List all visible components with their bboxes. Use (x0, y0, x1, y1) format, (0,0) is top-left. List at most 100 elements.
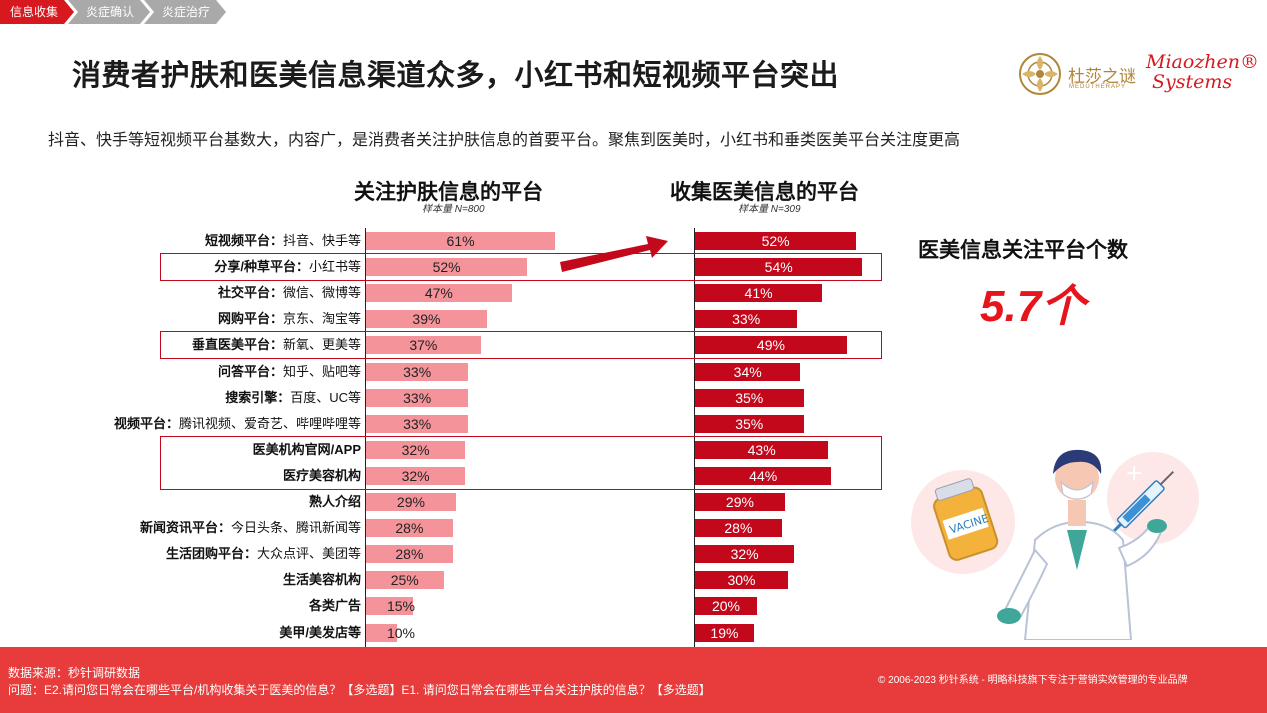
svg-text:+: + (935, 571, 953, 596)
right-bar-value: 35% (735, 415, 764, 432)
left-bar-value: 28% (395, 546, 424, 563)
left-bar-value: 15% (386, 598, 416, 615)
highlight-box (160, 331, 882, 360)
breadcrumb-item-info-collect[interactable]: 信息收集 (0, 0, 74, 24)
category-label-detail: 京东、淘宝等 (282, 311, 361, 327)
left-bar-value: 10% (386, 624, 416, 641)
left-chart-title: 关注护肤信息的平台 (354, 181, 543, 204)
medusa-logo-icon (1019, 53, 1061, 95)
left-bar (366, 466, 466, 485)
category-label: 美甲/美发店等 (279, 623, 361, 643)
right-bar (695, 232, 857, 250)
category-label-main: 社交平台： (217, 285, 283, 301)
left-bar (366, 362, 469, 381)
left-bar (366, 284, 512, 303)
syringe-icon (1112, 471, 1174, 533)
right-bar (695, 258, 863, 277)
highlight-box (160, 253, 882, 282)
right-bar-value: 43% (747, 441, 776, 458)
category-label-detail: 小红书等 (308, 259, 361, 275)
category-label: 各类广告 (309, 596, 361, 616)
category-label-main: 垂直医美平台： (191, 337, 283, 353)
right-bar (695, 597, 757, 616)
right-bar-value: 29% (725, 494, 754, 510)
left-bar-value: 32% (401, 467, 430, 484)
left-bar-value: 33% (403, 363, 432, 380)
left-bar-value: 33% (403, 389, 432, 406)
left-bar-value: 32% (401, 441, 430, 458)
left-chart-sample: 样本量 N=800 (422, 204, 485, 215)
right-bar (695, 440, 829, 459)
category-label-main: 新闻资讯平台： (139, 520, 231, 536)
category-label: 垂直医美平台：新氧、更美等 (192, 335, 361, 355)
right-bar (695, 362, 801, 381)
footer-source: 数据来源：秒针调研数据 (8, 666, 141, 680)
dushazhimi-logo-text: 杜莎之谜 (1068, 67, 1136, 86)
category-label-main: 视频平台： (113, 415, 179, 431)
breadcrumb-item-inflammation-confirm[interactable]: 炎症确认 (68, 0, 150, 24)
left-bar (366, 310, 487, 329)
breadcrumb: 信息收集 炎症确认 炎症治疗 (0, 0, 220, 24)
category-label: 社交平台：微信、微博等 (218, 283, 361, 303)
right-bar (695, 310, 798, 329)
left-bar (366, 623, 397, 642)
left-bar-value: 52% (432, 259, 461, 276)
left-bar (366, 388, 469, 407)
breadcrumb-item-inflammation-treat[interactable]: 炎症治疗 (144, 0, 226, 24)
svg-text:+: + (1125, 461, 1143, 486)
footer-band (0, 647, 1267, 713)
miaozhen-logo: Miaozhen® Systems (1146, 52, 1259, 92)
category-label-detail: 腾讯视频、爱奇艺、哔哩哔哩等 (178, 415, 361, 431)
left-bar-value: 61% (446, 233, 475, 249)
left-bar (366, 571, 444, 590)
right-bar (695, 336, 847, 355)
left-bar (366, 336, 481, 355)
right-bar-value: 35% (735, 389, 764, 406)
category-label: 视频平台：腾讯视频、爱奇艺、哔哩哔哩等 (114, 414, 361, 434)
right-bar (695, 519, 782, 538)
right-bar (695, 466, 832, 485)
left-bar-value: 25% (390, 572, 419, 589)
right-bar (695, 571, 788, 590)
highlight-box (160, 435, 882, 490)
category-label-main: 生活美容机构 (282, 572, 361, 588)
category-label-main: 熟人介绍 (308, 494, 361, 509)
category-label: 新闻资讯平台：今日头条、腾讯新闻等 (140, 518, 361, 538)
left-bar-value: 29% (396, 494, 425, 510)
category-label: 医疗美容机构 (283, 466, 361, 486)
doctor-illustration: + + VACINE (911, 449, 1199, 640)
right-bar-value: 28% (724, 520, 753, 537)
right-bar (695, 493, 785, 511)
category-label: 医美机构官网/APP (253, 440, 361, 460)
category-label-detail: 知乎、贴吧等 (282, 363, 361, 379)
right-bar-value: 19% (710, 624, 739, 641)
side-stat-title: 医美信息关注平台个数 (918, 239, 1128, 262)
left-bar (366, 545, 453, 564)
left-bar (366, 493, 456, 511)
right-bar-value: 41% (744, 285, 773, 302)
category-label-main: 医疗美容机构 (282, 467, 361, 483)
right-bar-value: 44% (749, 467, 778, 484)
category-label: 生活团购平台：大众点评、美团等 (166, 544, 361, 564)
right-bar-value: 20% (711, 598, 741, 615)
right-bar-value: 30% (727, 572, 756, 589)
category-label-main: 问答平台： (217, 363, 283, 379)
dushazhimi-logo-subtext: MEDUTHERAPY (1069, 84, 1127, 90)
right-bar-value: 54% (764, 259, 793, 276)
category-label: 短视频平台：抖音、快手等 (205, 231, 361, 251)
category-label-main: 医美机构官网/APP (252, 441, 361, 457)
category-label: 搜索引擎：百度、UC等 (225, 388, 361, 408)
right-bar (695, 545, 795, 564)
left-bar (366, 258, 528, 277)
category-label: 分享/种草平台：小红书等 (214, 257, 361, 277)
right-bar (695, 623, 754, 642)
category-label-detail: 今日头条、腾讯新闻等 (230, 520, 361, 536)
right-bar-value: 52% (761, 233, 790, 249)
right-chart-title: 收集医美信息的平台 (670, 181, 859, 204)
right-chart-sample: 样本量 N=309 (738, 204, 801, 215)
right-bar-value: 34% (733, 363, 762, 380)
vaccine-bottle-icon: VACINE (933, 478, 999, 561)
right-bar (695, 284, 823, 303)
category-label-detail: 新氧、更美等 (282, 337, 361, 353)
category-label-detail: 大众点评、美团等 (256, 546, 361, 562)
